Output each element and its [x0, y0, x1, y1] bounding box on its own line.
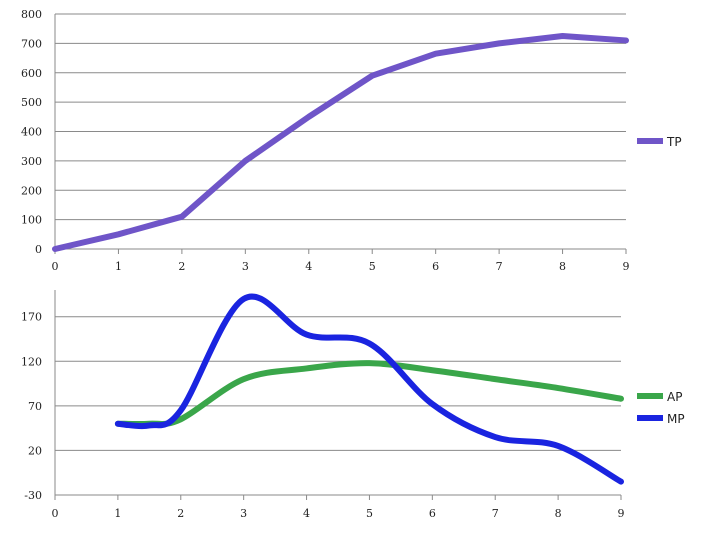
- y-tick-label: 100: [21, 214, 42, 227]
- y-tick-label: 500: [21, 96, 42, 109]
- tp-chart: 0 100 200 300 400 500 600 700 800 0 1 2 3 4 5 6 7 8 9 TP: [21, 8, 682, 273]
- x-tick-label: 3: [240, 507, 247, 520]
- legend-label: AP: [667, 390, 682, 404]
- x-tick-label: 6: [432, 260, 439, 273]
- x-tick-label: 9: [623, 260, 630, 273]
- x-tick-label: 1: [115, 260, 122, 273]
- series-line-mp: [114, 293, 624, 485]
- x-tick-label: 7: [492, 507, 499, 520]
- y-tick-label: 400: [21, 126, 42, 139]
- x-tick-label: 3: [242, 260, 249, 273]
- y-tick-label: 200: [21, 184, 42, 197]
- legend-label: TP: [666, 135, 682, 149]
- y-tick-label: -30: [24, 489, 42, 502]
- y-tick-label: 170: [21, 311, 42, 324]
- x-tick-label: 9: [618, 507, 625, 520]
- y-tick-label: 0: [35, 243, 42, 256]
- x-tick-label: 7: [496, 260, 503, 273]
- x-tick-label: 8: [555, 507, 562, 520]
- y-tick-label: 20: [28, 444, 42, 457]
- x-tick-label: 2: [178, 260, 185, 273]
- legend-swatch: [637, 138, 663, 144]
- x-tick-label: 2: [177, 507, 184, 520]
- legend-label: MP: [667, 412, 685, 426]
- x-tick-label: 4: [305, 260, 312, 273]
- x-tick-label: 8: [559, 260, 566, 273]
- y-tick-label: 120: [21, 355, 42, 368]
- y-tick-label: 600: [21, 67, 42, 80]
- legend-swatch: [637, 415, 663, 421]
- x-tick-label: 5: [369, 260, 376, 273]
- y-tick-label: 300: [21, 155, 42, 168]
- x-tick-label: 0: [52, 260, 59, 273]
- x-tick-label: 0: [52, 507, 59, 520]
- x-tick-label: 1: [114, 507, 121, 520]
- x-tick-label: 5: [366, 507, 373, 520]
- legend-swatch: [637, 393, 663, 399]
- x-tick-label: 4: [303, 507, 310, 520]
- series-line-tp: [52, 33, 629, 252]
- y-tick-label: 70: [28, 400, 42, 413]
- y-tick-label: 800: [21, 8, 42, 21]
- y-tick-label: 700: [21, 37, 42, 50]
- x-tick-label: 6: [429, 507, 436, 520]
- ap-mp-chart: -30 20 70 120 170 0 1 2 3 4 5 6 7 8 9 AP MP: [21, 290, 685, 520]
